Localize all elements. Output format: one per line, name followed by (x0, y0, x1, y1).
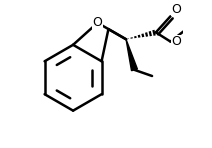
Text: O: O (93, 16, 102, 29)
Text: O: O (171, 35, 181, 48)
Polygon shape (126, 39, 137, 71)
Text: O: O (171, 3, 181, 16)
